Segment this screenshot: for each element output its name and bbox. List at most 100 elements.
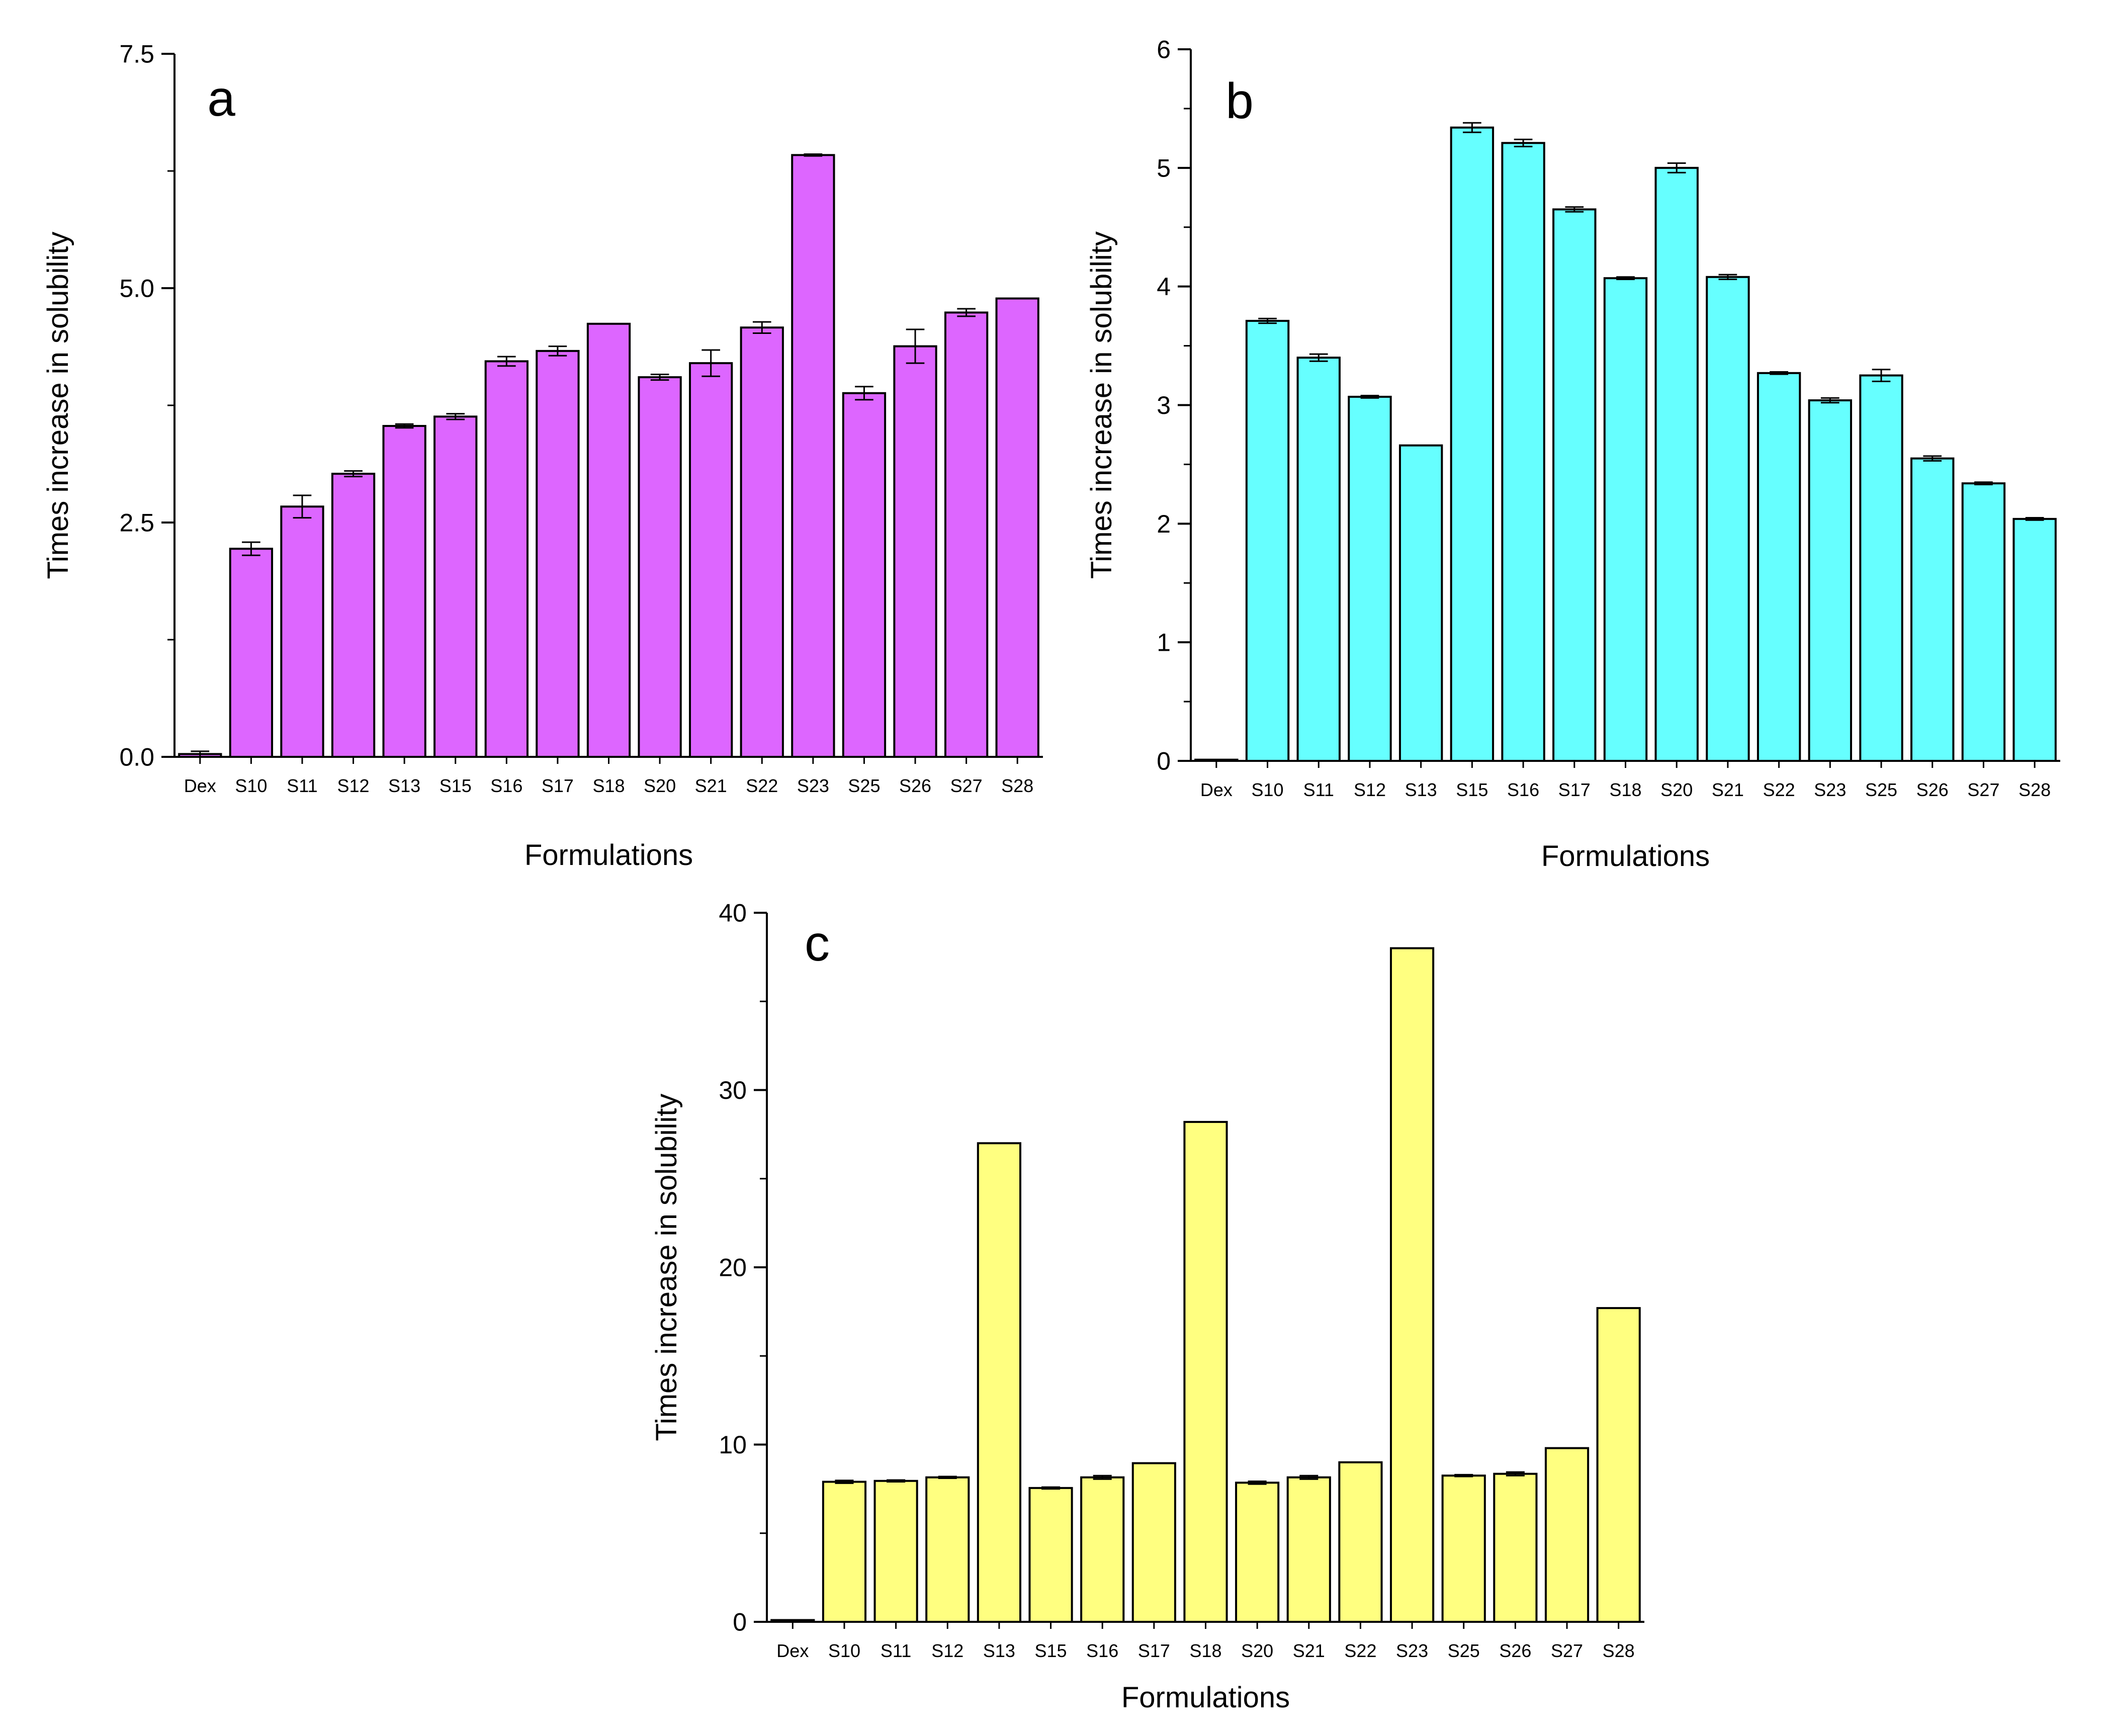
bar-s23: [1808, 399, 1853, 762]
error-bar-s20: [1248, 1480, 1267, 1485]
error-bar-s16: [497, 356, 516, 367]
error-bar-s25: [1872, 369, 1891, 382]
x-tick-label: Dex: [1200, 779, 1233, 800]
bar-s10: [822, 1481, 867, 1623]
error-bar-s10: [1258, 317, 1277, 324]
y-tick-label: 2.5: [119, 509, 154, 537]
bar-s16: [1080, 1476, 1125, 1623]
bar-s28: [2012, 517, 2057, 762]
x-axis-title: Formulations: [1121, 1681, 1290, 1714]
bar-s22: [1338, 1461, 1383, 1623]
x-tick-label: S17: [1138, 1640, 1170, 1661]
error-bar-s11: [293, 494, 312, 519]
error-bar-s22: [752, 321, 771, 334]
error-bar-s20: [650, 373, 669, 381]
bar-s17: [1552, 208, 1597, 762]
bar-s11: [280, 505, 324, 758]
bar-s12: [925, 1476, 970, 1623]
x-tick-label: S28: [1001, 775, 1033, 796]
error-bar-s26: [1506, 1471, 1525, 1477]
y-axis-title: Times increase in solubility: [42, 232, 74, 579]
x-tick-label: S17: [542, 775, 574, 796]
error-bar-s21: [1718, 274, 1737, 281]
y-tick-label: 7.5: [119, 40, 154, 68]
x-tick-label: S26: [1916, 779, 1949, 800]
bar-s13: [1398, 444, 1443, 762]
x-tick-label: S10: [1252, 779, 1284, 800]
x-tick-label: S21: [695, 775, 727, 796]
bar-s21: [1286, 1476, 1331, 1623]
x-tick-label: S18: [592, 775, 625, 796]
x-tick-label: S25: [1865, 779, 1897, 800]
bar-s26: [1910, 457, 1955, 762]
x-tick-label: S20: [1660, 779, 1693, 800]
bar-s10: [1245, 320, 1290, 762]
y-tick-label: 20: [719, 1254, 747, 1282]
error-bar-s23: [804, 153, 823, 157]
x-tick-label: S10: [235, 775, 267, 796]
chart-panel-c: Dex S10 S11 S12 S13 S15 S16 S17 S18 S20 S21 S22 S23 S…: [650, 899, 1644, 1714]
error-bar-s10: [835, 1480, 854, 1484]
x-tick-label: S13: [983, 1640, 1015, 1661]
bar-s11: [873, 1480, 918, 1623]
y-tick-label: 6: [1157, 36, 1171, 64]
error-bar-s15: [446, 413, 465, 420]
bar-s15: [1028, 1487, 1073, 1623]
x-tick-label: S28: [2018, 779, 2051, 800]
error-bar-s16: [1093, 1474, 1112, 1480]
y-tick-label: 5: [1157, 154, 1171, 182]
x-tick-label: S11: [287, 775, 317, 796]
bar-s12: [1348, 395, 1392, 762]
bar-s22: [1757, 372, 1801, 762]
x-tick-label: S23: [797, 775, 829, 796]
error-bar-s17: [548, 345, 567, 357]
bar-s20: [1654, 166, 1699, 762]
bar-s26: [1493, 1472, 1538, 1623]
bar-s15: [433, 415, 478, 758]
chart-panel-a: Dex S10 S11 S12 S13 S15 S16 S17 S18 S20 S21 S22 S23 S…: [42, 40, 1043, 872]
bar-s20: [638, 376, 682, 758]
x-tick-label: S20: [644, 775, 676, 796]
error-bar-s10: [242, 541, 260, 556]
x-tick-label: S22: [746, 775, 778, 796]
x-axis-title: Formulations: [1541, 840, 1710, 873]
x-tick-label: S26: [1499, 1640, 1531, 1661]
panel-label: b: [1225, 73, 1254, 129]
bar-s25: [842, 392, 887, 758]
error-bar-s18: [1616, 276, 1635, 281]
bar-s16: [484, 360, 529, 758]
bar-s10: [229, 548, 274, 758]
x-tick-label: S12: [1354, 779, 1386, 800]
error-bar-s27: [1974, 481, 1993, 486]
error-bar-s20: [1667, 162, 1686, 173]
bar-s17: [536, 350, 580, 758]
x-axis-title: Formulations: [524, 839, 693, 872]
error-bar-s26: [1923, 455, 1942, 462]
error-bar-s11: [887, 1479, 906, 1483]
x-tick-label: S26: [899, 775, 931, 796]
x-tick-label: S28: [1603, 1640, 1635, 1661]
y-tick-label: 0: [1157, 747, 1171, 775]
error-bar-s26: [906, 328, 925, 364]
x-tick-label: S22: [1344, 1640, 1376, 1661]
error-bar-s22: [1770, 371, 1788, 375]
y-tick-label: 10: [719, 1431, 747, 1459]
x-tick-label: S20: [1241, 1640, 1273, 1661]
error-bar-s25: [855, 386, 873, 401]
x-tick-label: S13: [388, 775, 420, 796]
y-tick-label: 1: [1157, 629, 1171, 657]
x-tick-label: S12: [337, 775, 370, 796]
y-axis-title: Times increase in solubility: [650, 1094, 683, 1441]
error-bar-s16: [1514, 138, 1533, 147]
error-bar-s28: [2025, 517, 2044, 521]
bar-s17: [1131, 1462, 1176, 1623]
error-bar-s25: [1454, 1473, 1473, 1478]
error-bar-s21: [1299, 1474, 1319, 1480]
x-tick-label: S18: [1609, 779, 1641, 800]
error-bar-s15: [1463, 122, 1481, 133]
error-bar-s15: [1041, 1486, 1061, 1490]
bar-s21: [1706, 276, 1750, 762]
x-tick-label: S11: [1303, 779, 1334, 800]
bar-s25: [1441, 1474, 1486, 1623]
y-tick-label: 40: [719, 899, 747, 927]
